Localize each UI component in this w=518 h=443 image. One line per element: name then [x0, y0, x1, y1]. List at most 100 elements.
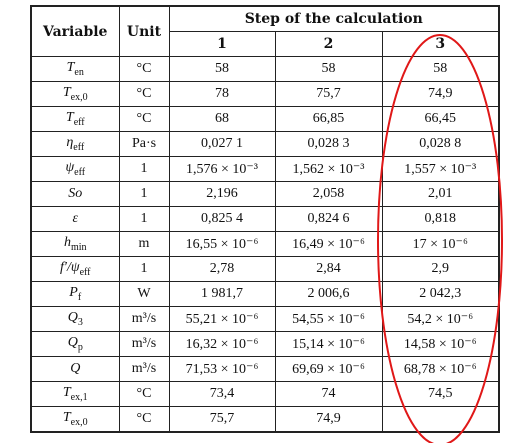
variable-subscript: eff: [73, 116, 85, 128]
variable-subscript: en: [74, 66, 84, 78]
value-cell: 2,78: [168, 256, 276, 282]
value-cell: 55,21 × 10⁻⁶: [168, 306, 276, 332]
variable-cell: Ten: [30, 56, 120, 82]
variable-subscript: ex,0: [70, 416, 88, 428]
value-cell: 14,58 × 10⁻⁶: [381, 331, 500, 357]
variable-cell: Tex,0: [30, 81, 120, 107]
table-row: Teff °C 68 66,85 66,45: [30, 106, 500, 132]
variable-cell: So: [30, 181, 120, 207]
variable-cell: f′/ψeff: [30, 256, 120, 282]
header-cell: Unit: [118, 5, 170, 57]
variable-symbol: T: [62, 85, 71, 101]
unit-cell: °C: [118, 381, 170, 407]
value-cell: 68,78 × 10⁻⁶: [381, 356, 500, 382]
variable-symbol: f′/ψ: [60, 260, 80, 276]
value-cell: 74,9: [274, 406, 383, 433]
variable-subscript: eff: [79, 266, 91, 278]
table-row: Q3 m³/s 55,21 × 10⁻⁶ 54,55 × 10⁻⁶ 54,2 × 10⁻…: [30, 306, 500, 332]
unit-cell: 1: [118, 206, 170, 232]
table-row: Tex,0 °C 75,7 74,9: [30, 406, 500, 433]
variable-cell: hmin: [30, 231, 120, 257]
value-cell: 2,058: [274, 181, 383, 207]
value-cell: 2,196: [168, 181, 276, 207]
value-cell: 0,818: [381, 206, 500, 232]
value-cell: 0,824 6: [274, 206, 383, 232]
table-row: f′/ψeff 1 2,78 2,84 2,9: [30, 256, 500, 282]
value-cell: 16,32 × 10⁻⁶: [168, 331, 276, 357]
unit-cell: °C: [118, 81, 170, 107]
variable-subscript: ex,0: [70, 91, 88, 103]
value-cell: 0,028 8: [381, 131, 500, 157]
variable-symbol: T: [66, 60, 75, 76]
value-cell: 0,028 3: [274, 131, 383, 157]
table-row: Tex,1 °C 73,4 74 74,5: [30, 381, 500, 407]
variable-cell: Tex,0: [30, 406, 120, 433]
value-cell: 78: [168, 81, 276, 107]
variable-cell: Q3: [30, 306, 120, 332]
value-cell: 58: [381, 56, 500, 82]
variable-subscript: 3: [77, 316, 83, 328]
empty-cell: [381, 406, 500, 433]
value-cell: 16,49 × 10⁻⁶: [274, 231, 383, 257]
value-cell: 74: [274, 381, 383, 407]
value-cell: 58: [274, 56, 383, 82]
variable-symbol: ε: [72, 211, 79, 226]
variable-cell: Qp: [30, 331, 120, 357]
table-row: hmin m 16,55 × 10⁻⁶ 16,49 × 10⁻⁶ 17 × 10⁻⁶: [30, 231, 500, 257]
variable-subscript: eff: [73, 141, 85, 153]
value-cell: 0,825 4: [168, 206, 276, 232]
unit-cell: 1: [118, 256, 170, 282]
variable-cell: ε: [30, 206, 120, 232]
variable-cell: ηeff: [30, 131, 120, 157]
value-cell: 16,55 × 10⁻⁶: [168, 231, 276, 257]
value-cell: 66,45: [381, 106, 500, 132]
table-row: Qp m³/s 16,32 × 10⁻⁶ 15,14 × 10⁻⁶ 14,58 × 10…: [30, 331, 500, 357]
value-cell: 2 042,3: [381, 281, 500, 307]
table-row: ε 1 0,825 4 0,824 6 0,818: [30, 206, 500, 232]
value-cell: 0,027 1: [168, 131, 276, 157]
variable-subscript: min: [70, 241, 87, 253]
value-cell: 54,2 × 10⁻⁶: [381, 306, 500, 332]
value-cell: 74,5: [381, 381, 500, 407]
variable-subscript: p: [77, 341, 83, 353]
variable-symbol: Q: [70, 361, 81, 376]
value-cell: 1,557 × 10⁻³: [381, 156, 500, 182]
variable-cell: Tex,1: [30, 381, 120, 407]
value-cell: 1,576 × 10⁻³: [168, 156, 276, 182]
variable-cell: ψeff: [30, 156, 120, 182]
variable-subscript: f: [77, 291, 82, 303]
value-cell: 58: [168, 56, 276, 82]
variable-symbol: ψ: [65, 160, 75, 176]
variable-symbol: So: [68, 186, 83, 201]
variable-symbol: η: [66, 135, 74, 151]
value-cell: 74,9: [381, 81, 500, 107]
unit-cell: 1: [118, 156, 170, 182]
unit-cell: W: [118, 281, 170, 307]
variable-symbol: P: [69, 285, 78, 301]
value-cell: 66,85: [274, 106, 383, 132]
unit-cell: °C: [118, 106, 170, 132]
unit-cell: °C: [118, 406, 170, 433]
table-row: ηeff Pa·s 0,027 1 0,028 3 0,028 8: [30, 131, 500, 157]
unit-cell: m³/s: [118, 356, 170, 382]
variable-symbol: T: [65, 110, 74, 126]
value-cell: 75,7: [274, 81, 383, 107]
step-number: 2: [274, 31, 383, 57]
value-cell: 73,4: [168, 381, 276, 407]
value-cell: 1 981,7: [168, 281, 276, 307]
variable-symbol: T: [62, 385, 71, 401]
value-cell: 17 × 10⁻⁶: [381, 231, 500, 257]
variable-symbol: T: [62, 410, 71, 426]
value-cell: 1,562 × 10⁻³: [274, 156, 383, 182]
unit-cell: m³/s: [118, 306, 170, 332]
table-row: Pf W 1 981,7 2 006,6 2 042,3: [30, 281, 500, 307]
variable-cell: Q: [30, 356, 120, 382]
value-cell: 71,53 × 10⁻⁶: [168, 356, 276, 382]
header-cell: Variable: [30, 5, 120, 57]
table-row: ψeff 1 1,576 × 10⁻³ 1,562 × 10⁻³ 1,557 × 10⁻…: [30, 156, 500, 182]
step-number: 1: [168, 31, 276, 57]
